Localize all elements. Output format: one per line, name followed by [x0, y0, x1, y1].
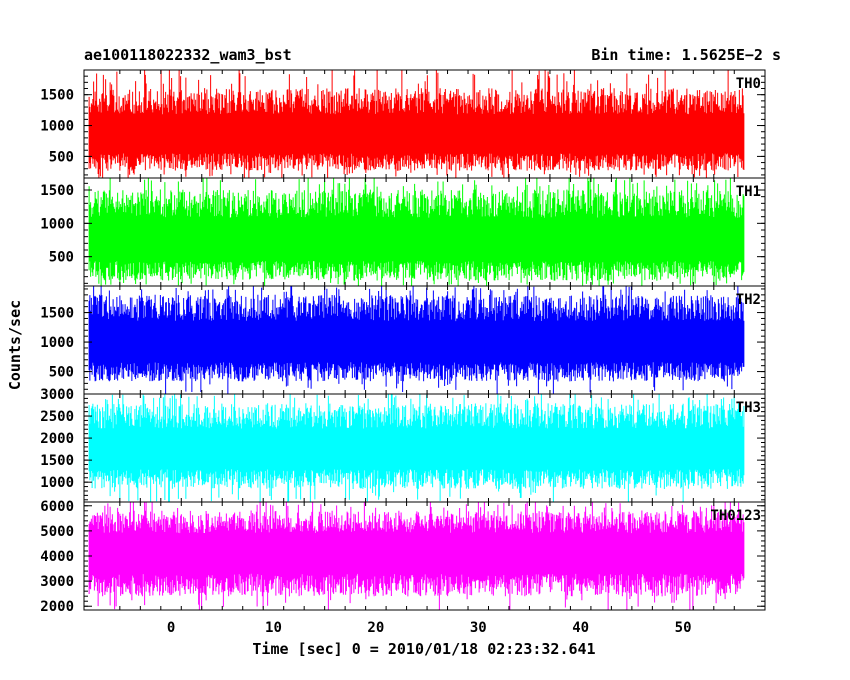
panel-stack: 500 1000 1500 TH0 500 1000 1500 TH1 500 1000 1500 T…: [40, 69, 766, 615]
x-axis: 0 10 20 30 40 50: [167, 620, 692, 636]
y-tick-label: 500: [49, 149, 74, 165]
x-axis-label: Time [sec] 0 = 2010/01/18 02:23:32.641: [252, 640, 595, 658]
series-label-th0123: TH0123: [710, 508, 761, 524]
y-tick-label: 3000: [40, 574, 74, 590]
panel-th2: 500 1000 1500 TH2: [40, 285, 766, 395]
y-tick-label: 500: [49, 365, 74, 381]
y-tick-label: 5000: [40, 524, 74, 540]
bin-time-label: Bin time: 1.5625E−2 s: [591, 46, 781, 64]
series-trace-th2: [88, 286, 745, 394]
series-label-th3: TH3: [736, 400, 761, 416]
y-tick-label: 4000: [40, 549, 74, 565]
y-tick-label: 1500: [40, 306, 74, 322]
y-tick-label: 1500: [40, 183, 74, 199]
x-tick-label: 20: [367, 620, 384, 636]
series-trace-th0: [88, 70, 745, 178]
y-tick-label: 1500: [40, 453, 74, 469]
series-label-th0: TH0: [736, 76, 761, 92]
series-label-th1: TH1: [736, 184, 761, 200]
panel-th3: 1000 1500 2000 2500 3000 TH3: [40, 387, 766, 503]
y-tick-label: 1000: [40, 216, 74, 232]
panel-th0: 500 1000 1500 TH0: [40, 69, 766, 179]
series-trace-th0123: [88, 502, 745, 610]
x-tick-label: 40: [572, 620, 589, 636]
y-tick-label: 500: [49, 250, 74, 266]
y-tick-label: 1000: [40, 475, 74, 491]
y-tick-label: 2000: [40, 431, 74, 447]
panel-th0123: 2000 3000 4000 5000 6000 TH0123: [40, 499, 766, 615]
panel-th1: 500 1000 1500 TH1: [40, 177, 766, 287]
y-tick-label: 3000: [40, 387, 74, 403]
x-tick-label: 10: [265, 620, 282, 636]
series-trace-th3: [88, 394, 745, 502]
x-tick-label: 50: [675, 620, 692, 636]
y-axis-label: Counts/sec: [6, 300, 24, 390]
series-trace-th1: [88, 178, 745, 286]
x-tick-label: 30: [470, 620, 487, 636]
y-tick-label: 1500: [40, 88, 74, 104]
y-tick-label: 2500: [40, 409, 74, 425]
x-tick-label: 0: [167, 620, 175, 636]
chart-title: ae100118022332_wam3_bst: [84, 46, 292, 64]
y-tick-label: 1000: [40, 335, 74, 351]
y-tick-label: 6000: [40, 499, 74, 515]
y-tick-label: 2000: [40, 599, 74, 615]
y-tick-label: 1000: [40, 119, 74, 135]
series-label-th2: TH2: [736, 292, 761, 308]
